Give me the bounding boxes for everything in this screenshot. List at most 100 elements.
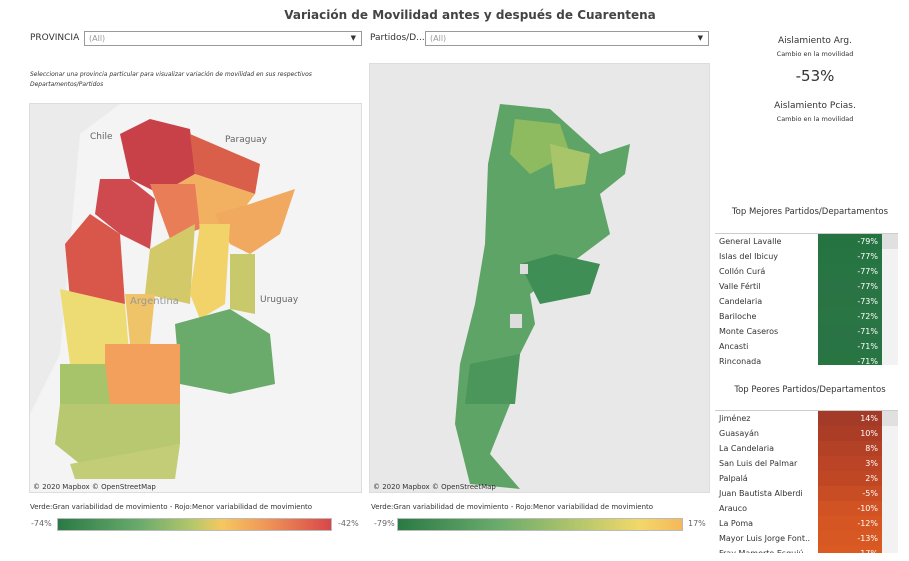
scrollbar[interactable] [882,426,898,441]
department-map-shapes [370,64,709,492]
row-value: -17% [818,546,882,553]
chevron-down-icon: ▼ [697,34,703,42]
dashboard-title: Variación de Movilidad antes y después d… [284,8,656,22]
province-region [95,179,155,249]
scrollbar[interactable] [882,294,898,309]
row-name: Jiménez [719,414,751,423]
table-row[interactable]: Ancasti -71% [715,339,898,354]
province-region [55,404,180,464]
row-name: Candelaria [719,297,763,306]
row-name: Islas del Ibicuy [719,252,778,261]
scrollbar[interactable] [882,234,898,249]
instruction-note: Seleccionar una provincia particular par… [30,71,312,88]
row-name: Rinconada [719,357,762,365]
row-value: 8% [818,441,882,456]
table-row[interactable]: Juan Bautista Alberdi -5% [715,486,898,501]
row-name: La Candelaria [719,444,774,453]
row-name: Guasayán [719,429,759,438]
legend-min-right: -79% [374,519,395,528]
row-name: San Luis del Palmar [719,459,798,468]
table-row[interactable]: Bariloche -72% [715,309,898,324]
province-region [190,224,230,319]
row-value: 2% [818,471,882,486]
table-row[interactable]: Jiménez 14% [715,411,898,426]
table-row[interactable]: Arauco -10% [715,501,898,516]
provincia-value: (All) [89,34,106,43]
province-region [65,214,125,304]
scrollbar[interactable] [882,471,898,486]
table-row[interactable]: Valle Fértil -77% [715,279,898,294]
table-row[interactable]: Monte Caseros -71% [715,324,898,339]
row-name: Arauco [719,504,748,513]
table-row[interactable]: Islas del Ibicuy -77% [715,249,898,264]
table-row[interactable]: Mayor Luis Jorge Font.. -13% [715,531,898,546]
scrollbar[interactable] [882,279,898,294]
row-value: -12% [818,516,882,531]
legend-gradient-right [397,518,683,531]
scrollbar[interactable] [882,531,898,546]
province-map[interactable]: Chile Paraguay Argentina Uruguay © 2020 … [29,103,362,493]
table-row[interactable]: Fray Mamerto Esquiú-17% [715,546,898,553]
best-table[interactable]: General Lavalle -79% Islas del Ibicuy -77% C… [715,233,898,365]
map-label-uruguay: Uruguay [260,295,299,305]
map-label-chile: Chile [90,132,113,142]
scrollbar[interactable] [882,249,898,264]
scrollbar[interactable] [882,546,898,553]
table-row[interactable]: La Candelaria 8% [715,441,898,456]
legend-max-left: -42% [338,519,359,528]
scrollbar[interactable] [882,411,898,426]
row-name: Collón Curá [719,267,766,276]
scrollbar[interactable] [882,309,898,324]
row-name: La Poma [719,519,754,528]
kpi-arg-title: Aislamiento Arg. [777,36,853,46]
map-label-paraguay: Paraguay [225,135,268,145]
kpi-arg-value: -53% [795,67,835,85]
kpi-pcias-subtitle: Cambio en la movilidad [776,115,854,123]
department-region [520,254,600,304]
legend-min-left: -74% [31,519,52,528]
partidos-select[interactable]: (All) ▼ [425,31,709,46]
row-value: -72% [818,309,882,324]
scrollbar[interactable] [882,516,898,531]
provincia-label: PROVINCIA [30,33,80,43]
worst-table-title: Top Peores Partidos/Departamentos [734,385,886,395]
row-name: General Lavalle [719,237,782,246]
row-value: -5% [818,486,882,501]
row-name: Fray Mamerto Esquiú [715,546,818,553]
row-value: 14% [818,411,882,426]
province-region [145,224,195,304]
table-row[interactable]: Guasayán 10% [715,426,898,441]
row-value: -73% [818,294,882,309]
kpi-arg-subtitle: Cambio en la movilidad [776,50,854,58]
row-name: Juan Bautista Alberdi [719,489,803,498]
row-name: Ancasti [719,342,749,351]
department-map[interactable]: © 2020 Mapbox © OpenStreetMap [369,63,710,493]
department-region [550,144,590,189]
scrollbar[interactable] [882,501,898,516]
scrollbar[interactable] [882,456,898,471]
table-row[interactable]: La Poma -12% [715,516,898,531]
map-attribution[interactable]: © 2020 Mapbox © OpenStreetMap [33,483,156,491]
kpi-pcias-title: Aislamiento Pcias. [774,101,856,111]
scrollbar[interactable] [882,354,898,365]
legend-max-right: 17% [688,519,706,528]
row-value: -79% [818,234,882,249]
row-value: -10% [818,501,882,516]
row-name: Monte Caseros [719,327,779,336]
table-row[interactable]: Rinconada -71% [715,354,898,365]
scrollbar[interactable] [882,441,898,456]
scrollbar[interactable] [882,339,898,354]
worst-table[interactable]: Jiménez 14% Guasayán 10% La Candelaria 8% San … [715,410,898,553]
table-row[interactable]: Collón Curá -77% [715,264,898,279]
table-row[interactable]: General Lavalle -79% [715,234,898,249]
table-row[interactable]: Candelaria -73% [715,294,898,309]
scrollbar[interactable] [882,324,898,339]
scrollbar[interactable] [882,264,898,279]
province-region [150,184,200,239]
row-name: Mayor Luis Jorge Font.. [719,534,811,543]
table-row[interactable]: San Luis del Palmar 3% [715,456,898,471]
table-row[interactable]: Palpalá 2% [715,471,898,486]
provincia-select[interactable]: (All) ▼ [84,31,362,46]
scrollbar[interactable] [882,486,898,501]
map-attribution[interactable]: © 2020 Mapbox © OpenStreetMap [373,483,496,491]
